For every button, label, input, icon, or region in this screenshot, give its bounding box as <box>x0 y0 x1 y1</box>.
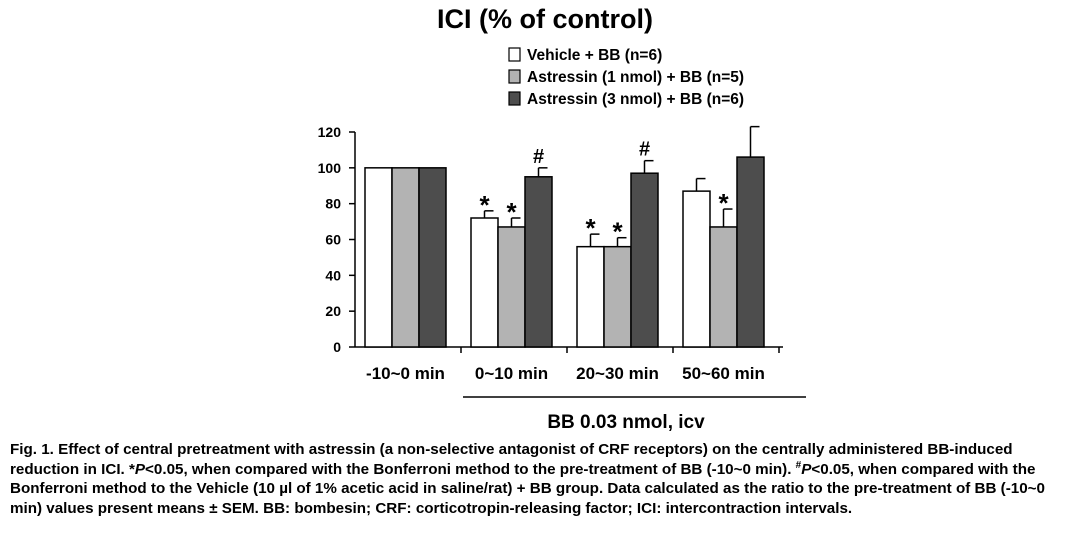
significance-hash: # <box>533 146 544 168</box>
bar <box>364 167 393 348</box>
bar <box>418 167 447 348</box>
bar <box>603 245 632 348</box>
caption-part-1: Fig. 1. Effect of central pretreatment w… <box>10 441 1013 478</box>
bar <box>709 226 738 348</box>
figure-caption: Fig. 1. Effect of central pretreatment w… <box>10 440 1070 518</box>
significance-star: * <box>718 188 729 218</box>
legend-swatch <box>508 91 521 106</box>
x-axis-labels: -10~0 min 0~10 min 20~30 min 50~60 min <box>366 364 765 383</box>
bars: * * # * * # * <box>364 125 765 348</box>
bar <box>470 217 499 348</box>
y-tick-label: 20 <box>325 303 341 319</box>
significance-star: * <box>479 190 490 220</box>
group-label: BB 0.03 nmol, icv <box>547 412 705 433</box>
y-tick-label: 60 <box>325 232 341 248</box>
bar <box>630 172 659 348</box>
y-tick-label: 40 <box>325 267 341 283</box>
significance-star: * <box>585 213 596 243</box>
x-tick-label: -10~0 min <box>366 364 445 383</box>
legend-swatch <box>508 47 521 62</box>
caption-sig1-rest: <0.05, when compared with the Bonferroni… <box>145 460 796 478</box>
bar <box>391 167 420 348</box>
x-tick-label: 50~60 min <box>682 364 765 383</box>
caption-sig1-p: P <box>134 460 146 478</box>
caption-sig2-rest: <0.05, when compared with the Bonferroni… <box>10 460 1045 517</box>
bar <box>736 156 765 348</box>
ici-bar-chart: ICI (% of control) Vehicle + BB (n=6) Ast… <box>318 4 806 433</box>
significance-hash: # <box>639 139 650 161</box>
significance-star: * <box>506 197 517 227</box>
legend: Vehicle + BB (n=6) Astressin (1 nmol) + B… <box>508 47 744 108</box>
x-tick-label: 0~10 min <box>475 364 548 383</box>
significance-star: * <box>612 217 623 247</box>
y-tick-label: 120 <box>318 124 342 140</box>
caption-sig2-hash: # <box>795 459 802 471</box>
bar <box>682 190 711 348</box>
bar <box>576 245 605 348</box>
legend-label: Vehicle + BB (n=6) <box>527 47 662 64</box>
legend-label: Astressin (1 nmol) + BB (n=5) <box>527 69 744 86</box>
y-tick-label: 80 <box>325 196 341 212</box>
caption-text: Fig. 1. Effect of central pretreatment w… <box>10 440 1070 518</box>
chart-title: ICI (% of control) <box>437 4 653 34</box>
bar <box>524 176 553 348</box>
y-tick-label: 100 <box>318 160 342 176</box>
caption-sig1-star: * <box>128 460 135 478</box>
bar <box>497 226 526 348</box>
x-tick-label: 20~30 min <box>576 364 659 383</box>
legend-label: Astressin (3 nmol) + BB (n=6) <box>527 91 744 108</box>
y-tick-label: 0 <box>333 339 341 355</box>
caption-sig2-p: P <box>801 460 812 478</box>
legend-swatch <box>508 69 521 84</box>
